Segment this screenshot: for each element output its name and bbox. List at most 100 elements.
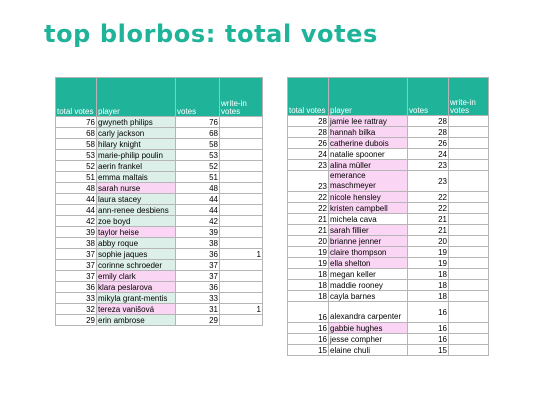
- total-votes-cell: 21: [287, 213, 329, 225]
- votes-cell: 20: [407, 235, 449, 247]
- player-name-cell: ella shelton: [328, 257, 408, 269]
- table-row: 22 nicole hensley 22: [287, 191, 489, 203]
- total-votes-cell: 15: [287, 344, 329, 356]
- write-in-votes-cell: [448, 170, 489, 192]
- votes-cell: 58: [175, 138, 220, 150]
- write-in-votes-cell: [219, 138, 263, 150]
- write-in-votes-cell: [219, 204, 263, 216]
- votes-cell: 36: [175, 248, 220, 260]
- player-name-cell: tereza vanišová: [96, 303, 176, 315]
- total-votes-cell: 37: [55, 270, 97, 282]
- write-in-votes-cell: [219, 270, 263, 282]
- player-name-cell: marie-philip poulin: [96, 149, 176, 161]
- votes-cell: 23: [407, 170, 449, 192]
- player-name-cell: carly jackson: [96, 127, 176, 139]
- total-votes-cell: 18: [287, 279, 329, 291]
- table-row: 18 maddie rooney 18: [287, 279, 489, 291]
- total-votes-cell: 42: [55, 215, 97, 227]
- total-votes-cell: 52: [55, 160, 97, 172]
- table-row: 51 emma maltais 51: [55, 171, 263, 183]
- write-in-votes-cell: [219, 292, 263, 304]
- player-name-cell: sophie jaques: [96, 248, 176, 260]
- votes-cell: 21: [407, 213, 449, 225]
- write-in-votes-cell: [219, 193, 263, 205]
- table-row: 19 ella shelton 19: [287, 257, 489, 269]
- player-name-cell: gabbie hughes: [328, 322, 408, 334]
- player-name-cell: mikyla grant-mentis: [96, 292, 176, 304]
- header-row: total votes player votes write-in votes: [287, 77, 489, 116]
- write-in-votes-cell: [219, 237, 263, 249]
- write-in-votes-cell: [448, 202, 489, 214]
- write-in-votes-cell: [448, 246, 489, 258]
- total-votes-cell: 32: [55, 303, 97, 315]
- total-votes-cell: 18: [287, 290, 329, 302]
- votes-cell: 29: [175, 314, 220, 326]
- votes-cell: 22: [407, 202, 449, 214]
- write-in-votes-cell: [219, 314, 263, 326]
- votes-cell: 18: [407, 268, 449, 280]
- write-in-votes-cell: [219, 171, 263, 183]
- total-votes-cell: 28: [287, 126, 329, 138]
- header-total-votes: total votes: [287, 77, 329, 116]
- player-name-cell: aerin frankel: [96, 160, 176, 172]
- total-votes-cell: 39: [55, 226, 97, 238]
- votes-cell: 53: [175, 149, 220, 161]
- table-row: 33 mikyla grant-mentis 33: [55, 292, 263, 304]
- write-in-votes-cell: [448, 344, 489, 356]
- right-table-body: 28 jamie lee rattray 28 28 hannah bilka 28 26 c…: [287, 115, 489, 356]
- table-row: 44 ann-renee desbiens 44: [55, 204, 263, 216]
- total-votes-cell: 22: [287, 202, 329, 214]
- write-in-votes-cell: [448, 213, 489, 225]
- player-name-cell: megan keller: [328, 268, 408, 280]
- total-votes-cell: 37: [55, 248, 97, 260]
- player-name-cell: zoe boyd: [96, 215, 176, 227]
- total-votes-cell: 51: [55, 171, 97, 183]
- votes-cell: 31: [175, 303, 220, 315]
- table-row: 28 hannah bilka 28: [287, 126, 489, 138]
- write-in-votes-cell: [448, 224, 489, 236]
- table-row: 37 sophie jaques 36 1: [55, 248, 263, 260]
- votes-cell: 16: [407, 322, 449, 334]
- player-name-cell: brianne jenner: [328, 235, 408, 247]
- write-in-votes-cell: [448, 322, 489, 334]
- total-votes-cell: 44: [55, 193, 97, 205]
- write-in-votes-cell: [448, 268, 489, 280]
- player-name-cell: elaine chuli: [328, 344, 408, 356]
- votes-cell: 24: [407, 148, 449, 160]
- write-in-votes-cell: [219, 215, 263, 227]
- table-row: 16 gabbie hughes 16: [287, 322, 489, 334]
- table-row: 24 natalie spooner 24: [287, 148, 489, 160]
- header-player: player: [96, 77, 176, 117]
- player-name-cell: gwyneth philips: [96, 116, 176, 128]
- votes-cell: 26: [407, 137, 449, 149]
- table-row: 22 kristen campbell 22: [287, 202, 489, 214]
- table-row: 18 megan keller 18: [287, 268, 489, 280]
- total-votes-cell: 37: [55, 259, 97, 271]
- votes-cell: 28: [407, 115, 449, 127]
- votes-cell: 18: [407, 279, 449, 291]
- total-votes-cell: 19: [287, 257, 329, 269]
- header-write-in-votes: write-in votes: [448, 77, 489, 116]
- left-votes-table: total votes player votes write-in votes …: [55, 77, 263, 326]
- player-name-cell: hilary knight: [96, 138, 176, 150]
- write-in-votes-cell: 1: [219, 248, 263, 260]
- total-votes-cell: 29: [55, 314, 97, 326]
- votes-cell: 23: [407, 159, 449, 171]
- table-row: 18 cayla barnes 18: [287, 290, 489, 302]
- write-in-votes-cell: [448, 279, 489, 291]
- player-name-cell: natalie spooner: [328, 148, 408, 160]
- total-votes-cell: 28: [287, 115, 329, 127]
- write-in-votes-cell: [448, 290, 489, 302]
- table-row: 16 alexandra carpenter 16: [287, 301, 489, 323]
- votes-cell: 44: [175, 204, 220, 216]
- write-in-votes-cell: [448, 159, 489, 171]
- table-row: 38 abby roque 38: [55, 237, 263, 249]
- table-row: 15 elaine chuli 15: [287, 344, 489, 356]
- header-player: player: [328, 77, 408, 116]
- table-row: 44 laura stacey 44: [55, 193, 263, 205]
- table-row: 48 sarah nurse 48: [55, 182, 263, 194]
- total-votes-cell: 26: [287, 137, 329, 149]
- total-votes-cell: 68: [55, 127, 97, 139]
- votes-cell: 68: [175, 127, 220, 139]
- table-row: 32 tereza vanišová 31 1: [55, 303, 263, 315]
